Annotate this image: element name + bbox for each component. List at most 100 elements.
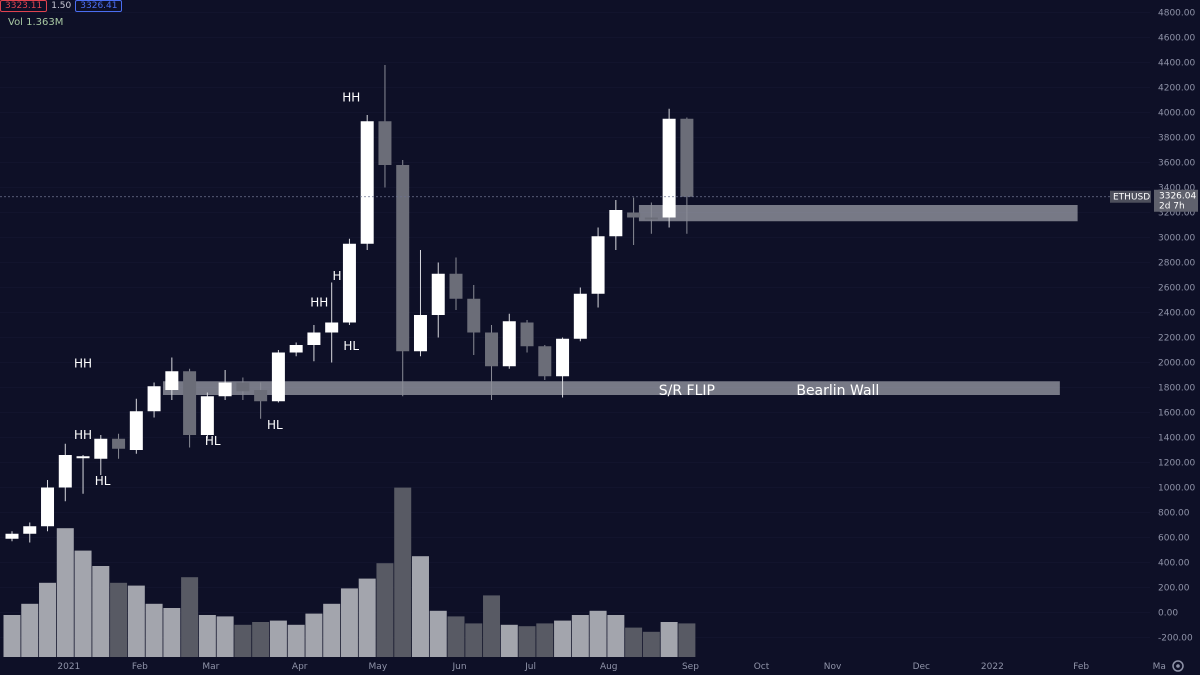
volume-bar	[376, 563, 394, 657]
candle-body	[112, 438, 126, 449]
pattern-annotation: HL	[95, 474, 111, 488]
volume-bar	[234, 624, 252, 657]
volume-bar	[110, 582, 128, 657]
time-tick-label: Feb	[1073, 662, 1089, 672]
candle-body	[360, 121, 374, 244]
price-tick-label: 1600.00	[1158, 409, 1195, 419]
volume-bar	[127, 585, 145, 657]
volume-label: Vol 1.363M	[8, 17, 64, 28]
candle-body	[307, 332, 321, 345]
time-tick-label: 2022	[981, 662, 1004, 672]
candle-body	[609, 210, 623, 237]
price-tick-label: 4400.00	[1158, 59, 1195, 69]
price-tick-label: 3800.00	[1158, 134, 1195, 144]
candle-body	[378, 121, 392, 165]
candle-body	[396, 165, 410, 352]
candle-body	[325, 322, 339, 333]
price-tick-label: 3200.00	[1158, 209, 1195, 219]
time-tick-label: Jun	[452, 662, 467, 672]
pattern-annotation: H	[332, 269, 341, 283]
settings-icon[interactable]	[1172, 660, 1184, 672]
volume-bar	[305, 613, 323, 657]
candle-body	[218, 382, 232, 397]
candle-body	[680, 118, 694, 197]
volume-bar	[92, 566, 110, 657]
zone-label: Bearlin Wall	[796, 383, 879, 399]
volume-bar	[411, 556, 429, 657]
candle-body	[520, 322, 534, 347]
time-tick-label: Aug	[600, 662, 618, 672]
price-tick-label: 4800.00	[1158, 9, 1195, 19]
price-tick-label: 0.00	[1158, 609, 1178, 619]
price-tag: ETHUSD 3326.04 2d 7h	[0, 189, 1198, 212]
candle-body	[627, 212, 641, 218]
candle-body	[58, 455, 72, 488]
price-tick-label: 4600.00	[1158, 34, 1195, 44]
time-tick-label: Dec	[913, 662, 930, 672]
volume-bar	[358, 578, 376, 657]
price-tick-label: 400.00	[1158, 559, 1190, 569]
candle-body	[467, 298, 481, 333]
volume-bar	[429, 610, 447, 657]
candle-body	[556, 338, 570, 377]
volume-bar	[145, 603, 163, 657]
time-tick-label: 2021	[57, 662, 80, 672]
candle-body	[485, 332, 499, 367]
candle-body	[662, 118, 676, 218]
candle-body	[413, 315, 427, 352]
price-tick-label: 2400.00	[1158, 309, 1195, 319]
volume-bar	[74, 550, 92, 657]
volume-bar	[607, 615, 625, 657]
candle-body	[23, 526, 37, 534]
volume-bar	[536, 623, 554, 657]
volume-bar	[181, 577, 199, 657]
volume-bar	[465, 623, 483, 657]
time-tick-label: Oct	[754, 662, 770, 672]
volume-bar	[39, 582, 57, 657]
price-tick-label: 2600.00	[1158, 284, 1195, 294]
pattern-annotation: HL	[343, 339, 359, 353]
volume-bar	[287, 624, 305, 657]
volume-bar	[3, 615, 21, 657]
symbol-tag-label: ETHUSD	[1113, 193, 1150, 203]
time-tick-label: Feb	[132, 662, 148, 672]
price-tick-label: 2000.00	[1158, 359, 1195, 369]
candle-body	[502, 321, 516, 367]
time-tick-label: Jul	[524, 662, 536, 672]
price-tick-label: 200.00	[1158, 584, 1190, 594]
candle-body	[200, 396, 214, 435]
price-tick-label: 4200.00	[1158, 84, 1195, 94]
volume-bar	[642, 631, 660, 657]
price-tick-label: 1200.00	[1158, 459, 1195, 469]
candle-body	[76, 456, 90, 459]
volume-bar	[198, 615, 216, 657]
volume-bar	[269, 620, 287, 657]
pattern-annotation: HL	[205, 434, 221, 448]
price-tick-label: 2200.00	[1158, 334, 1195, 344]
price-axis[interactable]: -200.00 0.00 200.00 400.00 600.00 800.00 1000.…	[1158, 9, 1195, 644]
volume-bar	[678, 623, 696, 657]
candles	[5, 65, 694, 543]
price-tick-label: 3000.00	[1158, 234, 1195, 244]
volume-bar	[500, 624, 518, 657]
change-value: 1.50	[51, 1, 72, 11]
volume-bars	[3, 487, 696, 657]
pattern-annotation: HH	[74, 428, 92, 442]
price-tick-label: 3400.00	[1158, 184, 1195, 194]
pattern-annotation: HH	[342, 90, 360, 104]
candle-body	[289, 345, 303, 353]
candle-body	[165, 371, 179, 390]
candle-body	[271, 352, 285, 402]
price-tick-label: 3600.00	[1158, 159, 1195, 169]
zone-label: S/R FLIP	[659, 383, 715, 399]
pattern-annotation: HH	[74, 357, 92, 371]
candle-body	[129, 411, 143, 450]
volume-bar	[56, 528, 74, 657]
volume-bar	[447, 616, 465, 657]
time-axis[interactable]: c2021FebMarAprMayJunJulAugSepOctNovDec20…	[0, 662, 1166, 672]
support-resistance-zone	[162, 381, 1060, 395]
candle-body	[94, 438, 108, 459]
